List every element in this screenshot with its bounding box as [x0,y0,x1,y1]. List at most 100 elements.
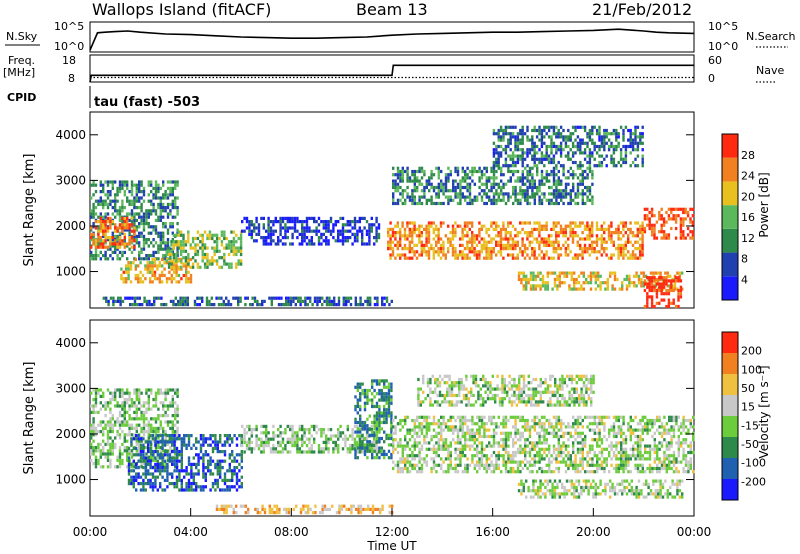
data-cell [140,391,143,395]
data-cell [291,242,294,246]
data-cell [179,299,182,303]
data-cell [492,141,496,145]
data-cell [147,238,150,242]
data-cell [437,182,440,186]
data-cell [154,183,158,187]
data-cell [495,182,498,186]
data-cell [90,436,93,440]
data-cell [175,267,178,271]
data-cell [394,179,397,183]
data-cell [337,299,341,303]
data-cell [162,222,165,226]
data-cell [511,160,515,165]
data-cell [559,151,563,155]
data-cell [171,238,174,242]
data-cell [492,154,496,158]
data-cell [359,296,362,300]
data-cell [516,138,520,142]
data-cell [262,242,265,246]
data-cell [641,221,644,225]
data-cell [255,428,258,432]
data-cell [408,247,411,251]
data-cell [116,430,119,434]
data-cell [520,271,523,275]
data-cell [622,157,625,161]
data-cell [581,201,584,206]
data-cell [116,458,119,462]
data-cell [171,190,174,194]
data-cell [691,223,695,227]
data-cell [130,417,134,421]
data-cell [430,169,433,174]
data-cell [420,224,423,228]
data-cell [485,256,488,260]
data-cell [223,482,227,486]
data-cell [555,132,558,136]
data-cell [593,157,596,161]
data-cell [202,453,205,457]
data-cell [219,469,222,473]
data-cell [122,277,125,281]
data-cell [97,202,100,206]
data-cell [427,237,431,241]
data-cell [430,182,433,186]
data-cell [612,253,615,257]
data-cell [437,247,440,251]
data-cell [418,195,421,199]
data-cell [540,160,544,165]
data-cell [225,262,228,266]
data-cell [151,485,155,489]
data-cell [512,192,515,196]
data-cell [492,192,496,196]
data-cell [588,192,592,196]
data-cell [449,243,452,247]
data-cell [121,391,124,395]
data-cell [539,284,542,288]
data-cell [607,148,611,152]
data-cell [170,262,173,266]
data-cell [281,440,285,444]
data-cell [337,236,340,240]
data-cell [161,280,164,284]
data-cell [199,434,203,438]
data-cell [162,183,165,187]
data-cell [218,249,221,253]
data-cell [363,436,367,441]
data-cell [437,176,440,180]
data-cell [428,198,431,202]
data-cell [428,176,431,180]
data-cell [439,237,443,241]
data-cell [99,190,102,194]
data-cell [159,449,162,453]
data-cell [514,195,517,199]
data-cell [580,287,583,291]
data-cell [161,456,164,460]
data-cell [659,271,662,275]
data-cell [432,221,435,225]
data-cell [169,225,172,229]
data-cell [257,437,261,441]
data-cell [126,180,129,184]
data-cell [177,303,180,307]
data-cell [665,276,668,280]
data-cell [118,215,122,219]
data-cell [459,253,462,257]
data-cell [130,202,134,206]
data-cell [437,250,440,254]
data-cell [654,271,657,275]
data-cell [114,234,117,238]
data-cell [381,303,384,307]
data-cell [411,240,414,244]
data-cell [223,252,226,257]
data-cell [617,132,620,136]
data-cell [454,185,457,190]
data-cell [658,214,661,218]
data-cell [454,195,457,199]
data-cell [674,226,678,231]
data-cell [593,250,596,254]
data-cell [589,271,593,275]
data-cell [442,243,445,247]
data-cell [169,247,172,251]
data-cell [670,288,673,293]
data-cell [325,223,328,227]
